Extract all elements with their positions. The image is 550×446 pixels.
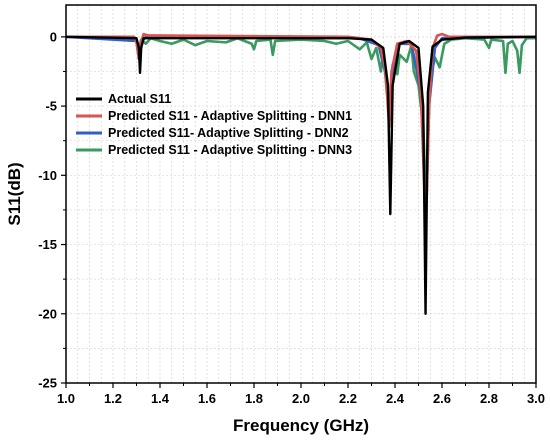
x-tick-label: 3.0 [527,391,545,406]
y-tick-label: -25 [38,376,57,391]
x-tick-label: 1.2 [104,391,122,406]
x-tick-label: 1.8 [245,391,263,406]
legend: Actual S11 Predicted S11 - Adaptive Split… [76,92,352,157]
legend-label-3: Predicted S11- Adaptive Splitting - DNN2 [108,126,349,140]
x-tick-label: 2.0 [292,391,310,406]
y-tick-label: -5 [45,99,57,114]
y-tick-label: -15 [38,237,57,252]
legend-label-1: Actual S11 [108,92,171,106]
x-tick-label: 1.0 [57,391,75,406]
series-line-1 [65,35,537,315]
y-tick-label: -10 [38,168,57,183]
x-tick-label: 1.4 [151,391,170,406]
y-axis-title: S11(dB) [5,162,24,225]
grid [66,5,536,383]
x-tick-label: 2.6 [433,391,451,406]
x-axis-title: Frequency (GHz) [233,416,369,435]
series-layer [65,32,537,315]
ticks: 1.0 1.2 1.4 1.6 1.8 2.0 2.2 2.4 2.6 2.8 3.0 0 -5 -10 -… [38,29,545,406]
x-tick-label: 2.8 [480,391,498,406]
x-tick-label: 2.4 [386,391,405,406]
y-tick-label: 0 [50,29,57,44]
x-tick-label: 2.2 [339,391,357,406]
x-tick-label: 1.6 [198,391,216,406]
y-tick-label: -20 [38,306,57,321]
legend-label-2: Predicted S11 - Adaptive Splitting - DNN… [108,109,352,123]
legend-label-4: Predicted S11 - Adaptive Splitting - DNN… [108,143,352,157]
